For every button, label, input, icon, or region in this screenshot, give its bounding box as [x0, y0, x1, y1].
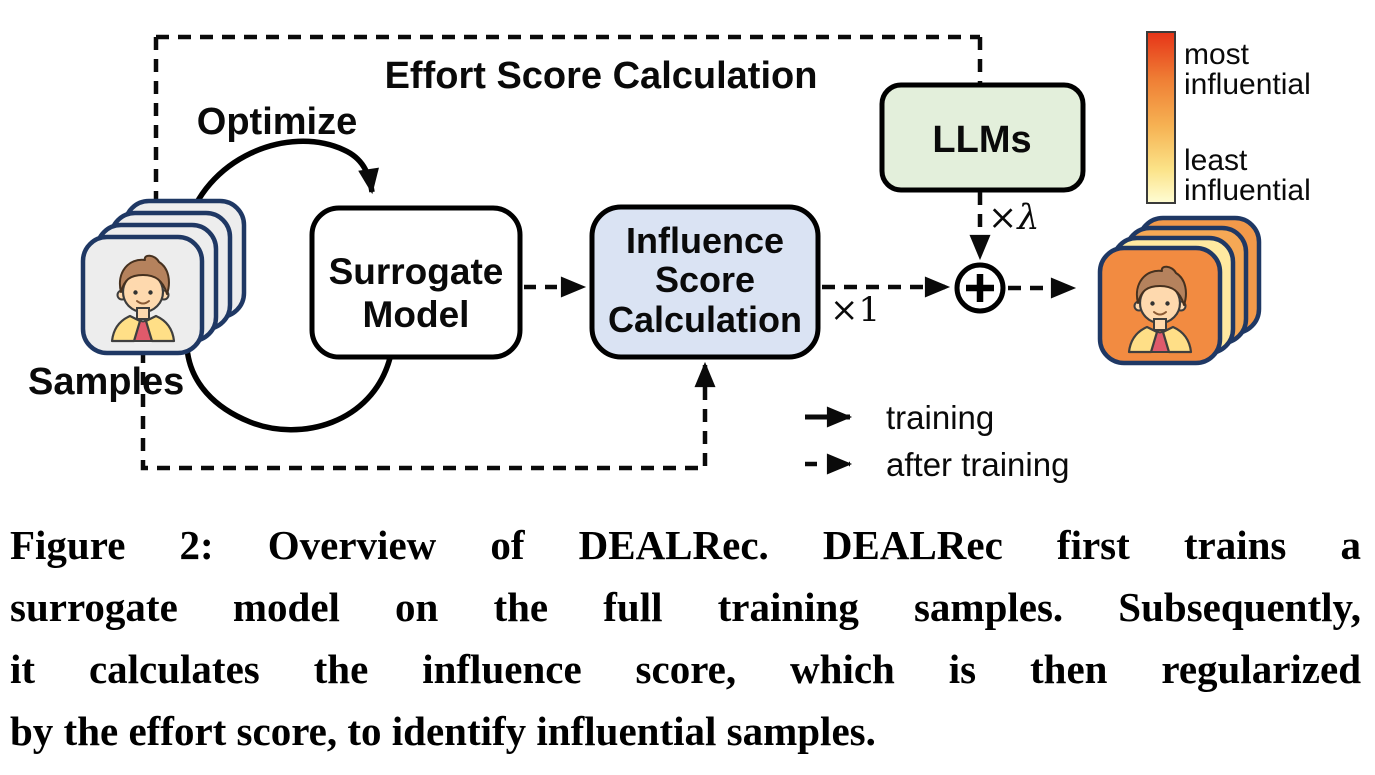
- samples-label: Samples: [28, 361, 184, 403]
- lambda-weight-label: ×λ: [988, 198, 1040, 238]
- colorbar-most-label-line2: influential: [1184, 68, 1311, 101]
- influence-box: [589, 204, 821, 360]
- influence-colorbar: most influential least influential: [1146, 31, 1311, 207]
- surrogate-model-label-line2: Model: [363, 294, 470, 335]
- legend-after-training-label: after training: [886, 446, 1069, 483]
- surrogate-model-box: [309, 205, 523, 360]
- colorbar-least-label-line2: influential: [1184, 174, 1311, 207]
- caption-line-3: it calculates the influence score, which…: [10, 646, 1361, 692]
- training-return-arc: [184, 347, 393, 433]
- colorbar-most-label-line1: most: [1184, 38, 1250, 71]
- figure-diagram: Effort Score Calculation Optimize Sample…: [28, 31, 1311, 483]
- optimize-arrow: [183, 138, 379, 231]
- colorbar-gradient: [1146, 31, 1176, 204]
- samples-stack: [80, 198, 247, 356]
- llms-box: [879, 82, 1086, 193]
- llms-label: LLMs: [932, 119, 1031, 161]
- sum-plus-icon: [954, 262, 1006, 314]
- influence-label-line3: Calculation: [608, 299, 802, 340]
- output-stack: [1097, 215, 1262, 366]
- caption-line-2: surrogate model on the full training sam…: [10, 584, 1361, 630]
- legend-training-label: training: [886, 399, 994, 436]
- arrow-legend: training after training: [805, 399, 1069, 483]
- colorbar-least-label-line1: least: [1184, 144, 1248, 177]
- effort-score-title: Effort Score Calculation: [385, 55, 818, 97]
- influence-label-line1: Influence: [626, 220, 784, 261]
- caption-line-4: by the effort score, to identify influen…: [10, 708, 876, 754]
- optimize-label: Optimize: [197, 101, 357, 143]
- one-weight-label: ×1: [830, 290, 880, 330]
- influence-label-line2: Score: [655, 259, 755, 300]
- samples-to-influence-dashed-arrow: [140, 350, 716, 471]
- figure-caption: Figure 2: Overview of DEALRec. DEALRec f…: [10, 514, 1361, 762]
- surrogate-model-label-line1: Surrogate: [329, 251, 504, 292]
- caption-line-1: Figure 2: Overview of DEALRec. DEALRec f…: [10, 522, 1361, 568]
